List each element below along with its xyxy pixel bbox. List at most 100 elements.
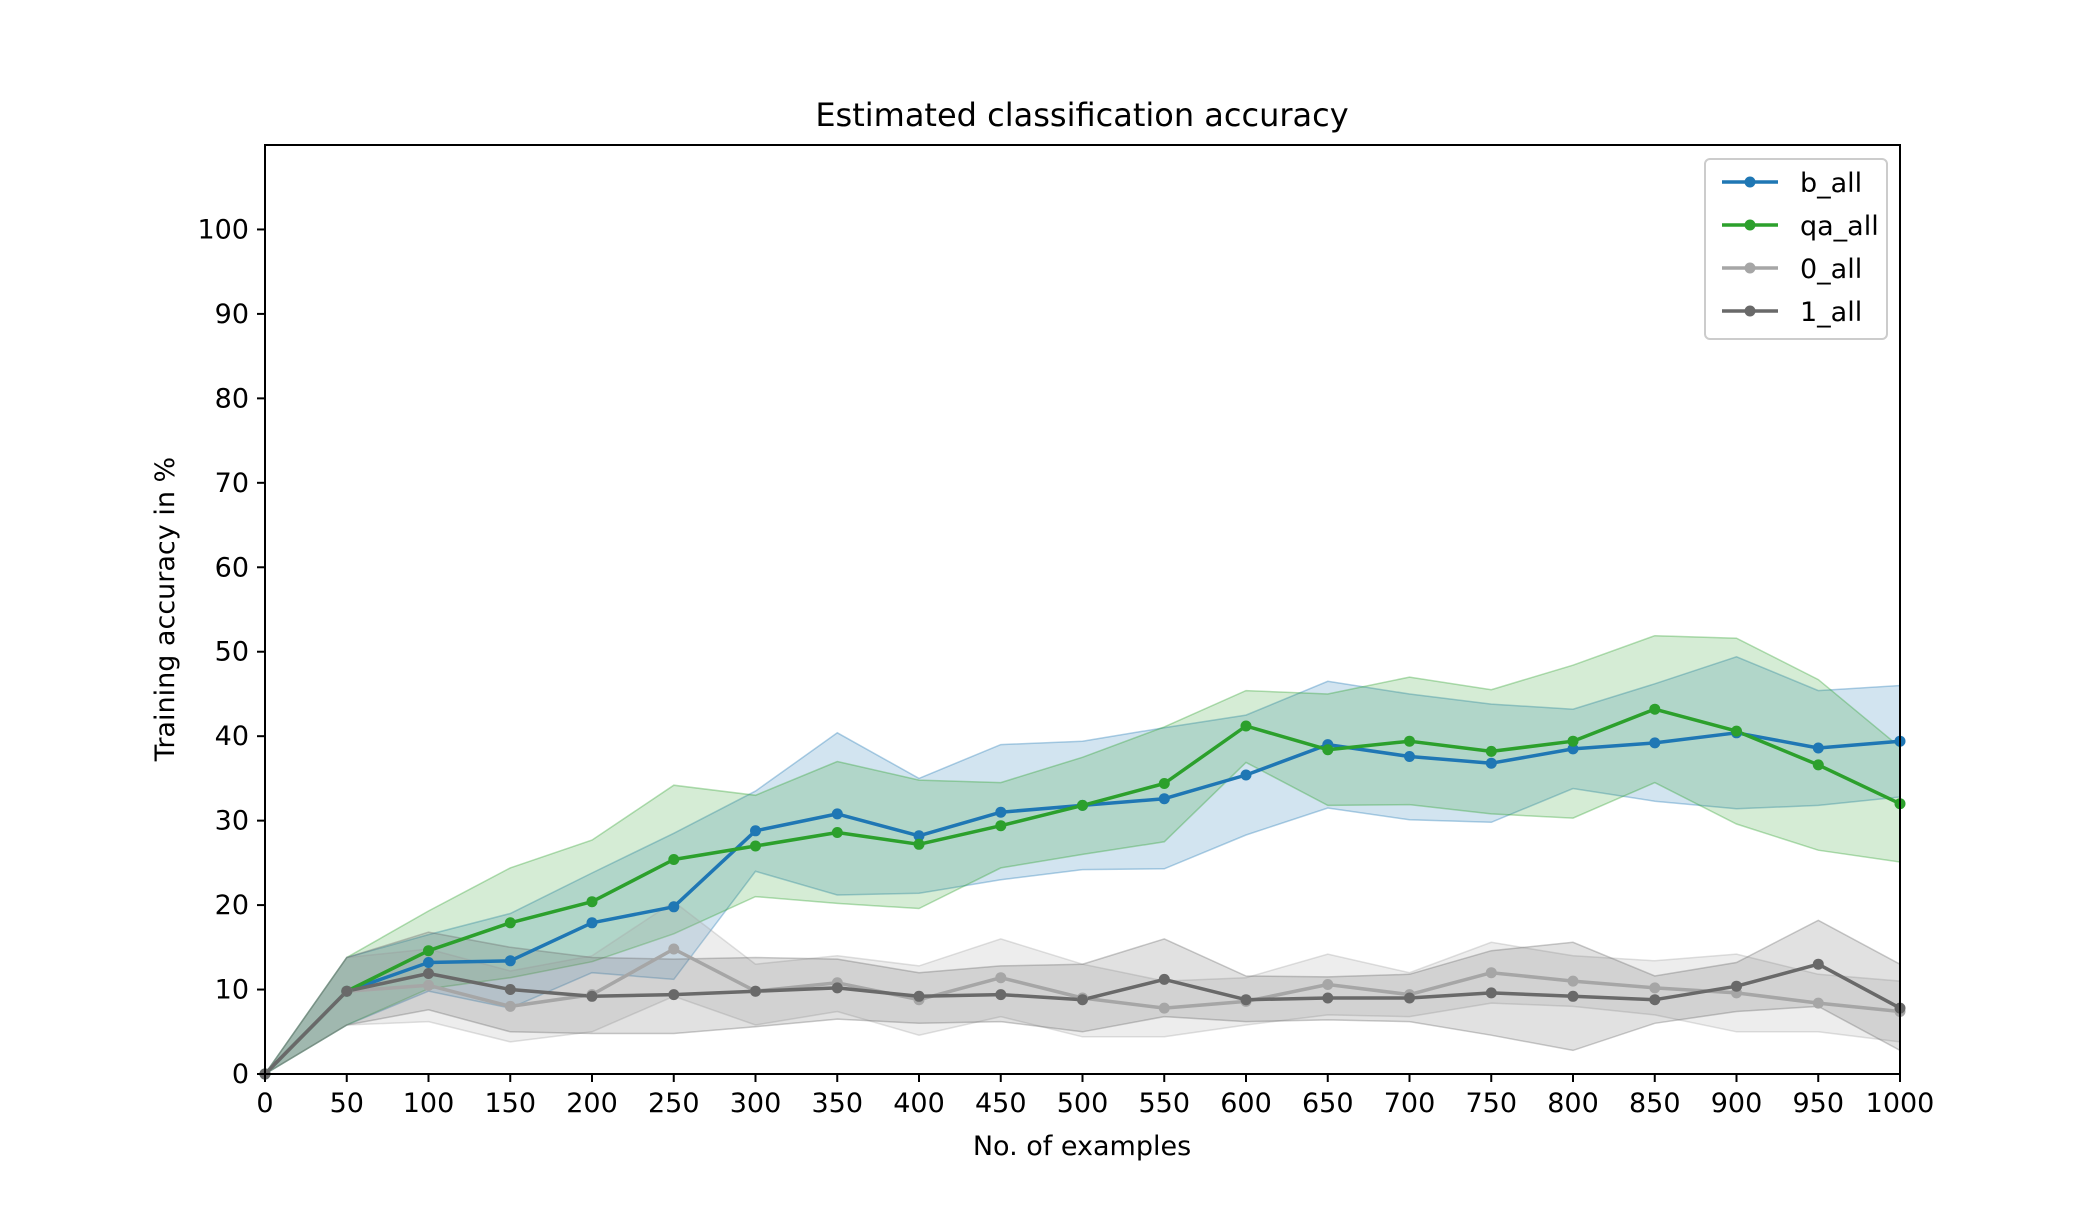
point-1_all bbox=[995, 989, 1007, 1001]
point-b_all bbox=[831, 808, 843, 820]
y-tick-label: 30 bbox=[215, 806, 249, 837]
x-tick-label: 400 bbox=[893, 1088, 945, 1119]
chart-title: Estimated classification accuracy bbox=[815, 96, 1348, 134]
point-0_all bbox=[1485, 967, 1497, 979]
point-qa_all bbox=[423, 945, 434, 957]
x-tick-label: 350 bbox=[811, 1088, 863, 1119]
point-1_all bbox=[1322, 992, 1334, 1004]
legend-marker-1_all bbox=[1744, 305, 1756, 317]
x-tick-label: 50 bbox=[330, 1088, 364, 1119]
legend-label-qa_all: qa_all bbox=[1800, 211, 1879, 242]
point-b_all bbox=[423, 957, 434, 968]
x-tick-label: 850 bbox=[1629, 1088, 1681, 1119]
point-1_all bbox=[1404, 992, 1415, 1004]
y-axis-ticks: 0 10 20 30 40 50 60 70 80 90 100 bbox=[197, 214, 265, 1090]
x-tick-label: 200 bbox=[566, 1088, 618, 1119]
point-1_all bbox=[1158, 973, 1170, 985]
point-qa_all bbox=[913, 838, 925, 850]
point-1_all bbox=[1485, 987, 1497, 999]
point-qa_all bbox=[1077, 799, 1088, 811]
point-b_all bbox=[504, 955, 516, 967]
x-tick-label: 600 bbox=[1220, 1088, 1272, 1119]
y-tick-label: 20 bbox=[215, 890, 249, 921]
point-0_all bbox=[1812, 997, 1824, 1009]
x-tick-label: 750 bbox=[1465, 1088, 1517, 1119]
legend: b_all qa_all 0_all 1_all bbox=[1704, 158, 1888, 340]
point-1_all bbox=[831, 982, 843, 994]
legend-box bbox=[1704, 158, 1888, 340]
point-0_all bbox=[1649, 982, 1661, 994]
y-tick-label: 100 bbox=[197, 214, 249, 245]
point-1_all bbox=[1812, 958, 1824, 970]
point-1_all bbox=[1567, 990, 1579, 1002]
x-tick-label: 700 bbox=[1384, 1088, 1436, 1119]
legend-marker-qa_all bbox=[1744, 219, 1756, 231]
legend-label-1_all: 1_all bbox=[1800, 297, 1862, 328]
y-tick-label: 90 bbox=[215, 299, 249, 330]
point-qa_all bbox=[586, 896, 598, 908]
point-1_all bbox=[504, 984, 516, 995]
point-1_all bbox=[1240, 994, 1252, 1006]
x-tick-label: 800 bbox=[1547, 1088, 1599, 1119]
point-qa_all bbox=[1322, 744, 1334, 756]
legend-label-b_all: b_all bbox=[1800, 168, 1862, 199]
x-axis-ticks: 0 50 100 150 200 250 300 350 400 450 500 550 600 650 7… bbox=[256, 1074, 1934, 1119]
point-qa_all bbox=[995, 820, 1007, 832]
x-tick-label: 500 bbox=[1057, 1088, 1109, 1119]
x-tick-label: 950 bbox=[1792, 1088, 1844, 1119]
point-1_all bbox=[1731, 980, 1742, 992]
x-tick-label: 150 bbox=[484, 1088, 536, 1119]
point-qa_all bbox=[1649, 703, 1661, 715]
point-0_all bbox=[1322, 979, 1334, 990]
y-axis-label: Training accuracy in % bbox=[150, 457, 181, 762]
point-1_all bbox=[423, 968, 434, 979]
point-0_all bbox=[1158, 1002, 1170, 1014]
point-1_all bbox=[1649, 994, 1661, 1006]
x-tick-label: 1000 bbox=[1866, 1088, 1935, 1119]
legend-marker-0_all bbox=[1744, 262, 1756, 274]
point-0_all bbox=[504, 1000, 516, 1012]
point-1_all bbox=[668, 989, 680, 1001]
point-1_all bbox=[586, 990, 598, 1002]
point-qa_all bbox=[1731, 725, 1742, 737]
point-qa_all bbox=[504, 917, 516, 929]
legend-label-0_all: 0_all bbox=[1800, 254, 1862, 285]
x-tick-label: 250 bbox=[648, 1088, 700, 1119]
point-b_all bbox=[913, 830, 925, 842]
point-qa_all bbox=[1404, 735, 1415, 747]
point-b_all bbox=[1404, 751, 1415, 762]
point-1_all bbox=[1077, 994, 1088, 1006]
point-b_all bbox=[668, 901, 680, 913]
point-b_all bbox=[995, 806, 1007, 818]
x-axis-label: No. of examples bbox=[973, 1131, 1191, 1162]
point-b_all bbox=[1567, 743, 1579, 755]
x-tick-label: 300 bbox=[730, 1088, 782, 1119]
point-0_all bbox=[423, 979, 434, 991]
point-b_all bbox=[586, 917, 598, 929]
point-1_all bbox=[913, 990, 925, 1002]
y-tick-label: 80 bbox=[215, 383, 249, 414]
point-qa_all bbox=[1240, 720, 1252, 732]
point-0_all bbox=[668, 943, 680, 955]
point-qa_all bbox=[831, 827, 843, 838]
y-tick-label: 10 bbox=[215, 975, 249, 1006]
x-tick-label: 100 bbox=[403, 1088, 455, 1119]
legend-marker-b_all bbox=[1744, 176, 1756, 188]
point-0_all bbox=[995, 972, 1007, 984]
x-tick-label: 550 bbox=[1138, 1088, 1190, 1119]
point-1_all bbox=[750, 985, 761, 997]
point-b_all bbox=[1240, 769, 1252, 781]
point-qa_all bbox=[1812, 759, 1824, 771]
point-b_all bbox=[750, 825, 761, 837]
point-qa_all bbox=[1485, 745, 1497, 757]
point-0_all bbox=[1567, 975, 1579, 987]
point-qa_all bbox=[1158, 778, 1170, 789]
x-tick-label: 900 bbox=[1711, 1088, 1763, 1119]
point-b_all bbox=[1485, 757, 1497, 769]
legend-items: b_all qa_all 0_all 1_all bbox=[1722, 168, 1879, 328]
point-b_all bbox=[1158, 793, 1170, 805]
y-tick-label: 60 bbox=[215, 552, 249, 583]
x-tick-label: 650 bbox=[1302, 1088, 1354, 1119]
